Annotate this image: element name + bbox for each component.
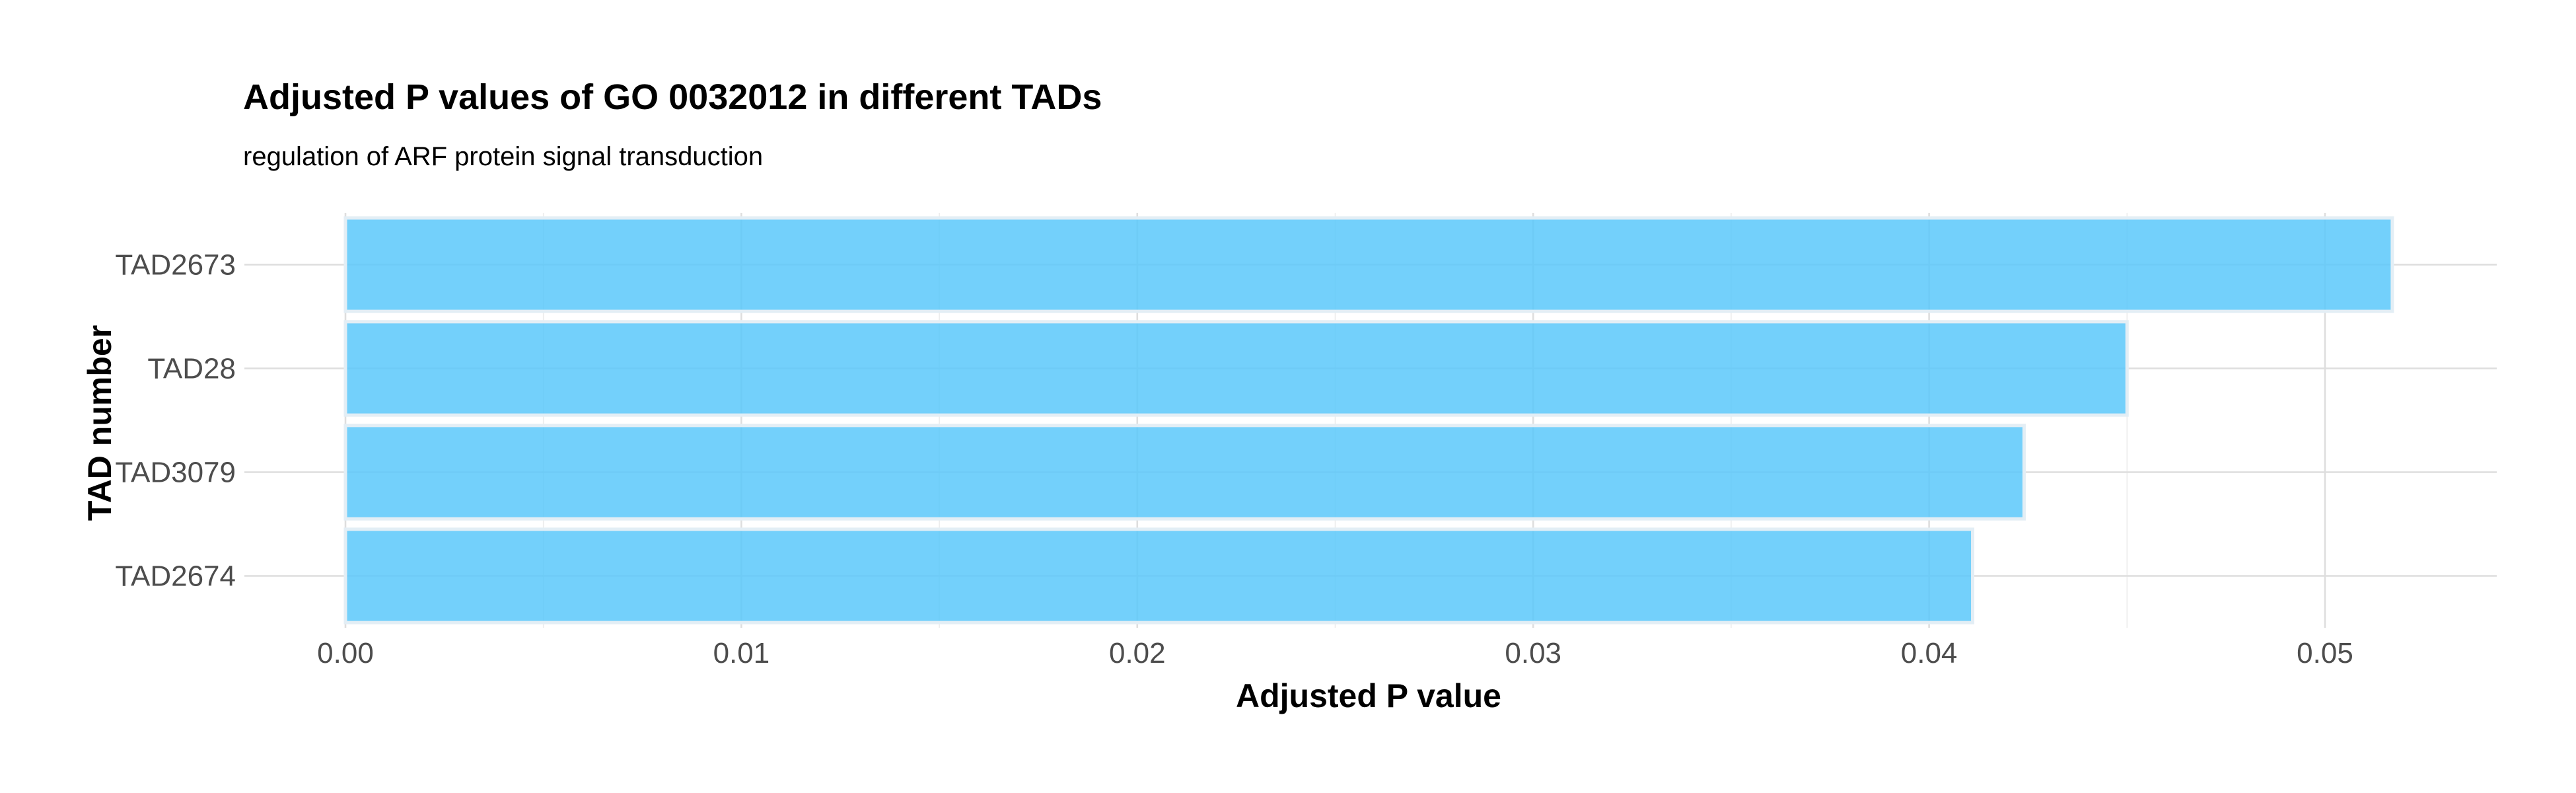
x-tick-label: 0.02 xyxy=(1109,637,1166,669)
x-tick-label: 0.01 xyxy=(713,637,770,669)
y-tick-label: TAD28 xyxy=(147,353,236,385)
y-axis-title: TAD number xyxy=(81,325,118,521)
x-axis-title: Adjusted P value xyxy=(1236,677,1501,714)
x-tick-label: 0.03 xyxy=(1505,637,1561,669)
bar-tad2674 xyxy=(343,527,1975,624)
y-tick-label: TAD2674 xyxy=(115,560,236,593)
x-tick-label: 0.05 xyxy=(2297,637,2353,669)
bars xyxy=(343,216,2394,624)
chart-title: Adjusted P values of GO 0032012 in diffe… xyxy=(243,77,1102,117)
bar-tad3079 xyxy=(343,424,2026,521)
y-tick-label: TAD2673 xyxy=(115,249,236,282)
bar-tad28 xyxy=(343,320,2129,417)
x-tick-labels: 0.00 0.01 0.02 0.03 0.04 0.05 xyxy=(317,637,2353,669)
x-tick-label: 0.00 xyxy=(317,637,374,669)
y-tick-label: TAD3079 xyxy=(115,457,236,489)
x-tick-label: 0.04 xyxy=(1901,637,1958,669)
bar-tad2673 xyxy=(343,216,2394,313)
chart-subtitle: regulation of ARF protein signal transdu… xyxy=(243,142,763,171)
y-tick-labels: TAD2673 TAD28 TAD3079 TAD2674 xyxy=(115,249,236,593)
